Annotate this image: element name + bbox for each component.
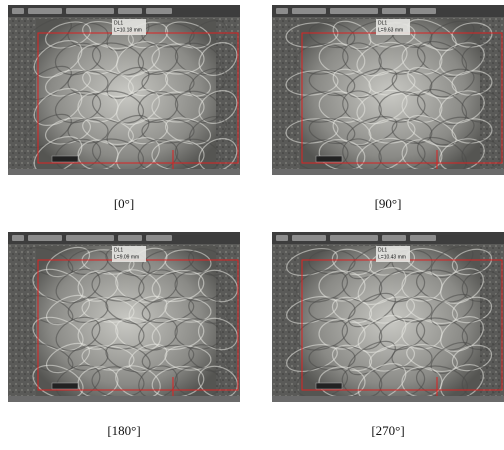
toolbar-button bbox=[66, 235, 114, 241]
micrograph: DL1L=10.43 mm bbox=[272, 232, 504, 408]
toolbar-button bbox=[292, 8, 326, 14]
toolbar-button bbox=[330, 235, 378, 241]
toolbar-button bbox=[12, 8, 24, 14]
caption: [270°] bbox=[371, 423, 404, 438]
toolbar-button bbox=[28, 235, 62, 241]
toolbar-button bbox=[276, 235, 288, 241]
status-bar bbox=[272, 169, 504, 175]
status-bar bbox=[272, 396, 504, 402]
measure-length: L=9.09 mm bbox=[114, 254, 139, 260]
status-bar bbox=[8, 396, 240, 402]
caption: [180°] bbox=[107, 423, 140, 438]
measure-name: DL1 bbox=[114, 20, 123, 26]
toolbar-button bbox=[28, 8, 62, 14]
toolbar-button bbox=[66, 8, 114, 14]
toolbar-button bbox=[330, 8, 378, 14]
toolbar-button bbox=[146, 8, 172, 14]
caption: [90°] bbox=[375, 196, 402, 211]
scale-bar bbox=[52, 156, 78, 162]
scale-bar bbox=[52, 383, 78, 389]
measure-name: DL1 bbox=[114, 247, 123, 253]
measure-length: L=10.43 mm bbox=[378, 254, 406, 260]
measure-name: DL1 bbox=[378, 247, 387, 253]
toolbar-button bbox=[12, 235, 24, 241]
measure-name: DL1 bbox=[378, 20, 387, 26]
status-bar bbox=[8, 169, 240, 175]
toolbar-button bbox=[118, 235, 142, 241]
toolbar-button bbox=[118, 8, 142, 14]
toolbar-button bbox=[382, 235, 406, 241]
toolbar-button bbox=[292, 235, 326, 241]
measure-length: L=10.18 mm bbox=[114, 27, 142, 33]
scale-bar bbox=[316, 383, 342, 389]
caption: [0°] bbox=[114, 196, 134, 211]
toolbar-button bbox=[382, 8, 406, 14]
toolbar-button bbox=[146, 235, 172, 241]
figure: DL1L=10.18 mm[0°]DL1L=9.63 mm[90°]DL1L=9… bbox=[0, 0, 504, 445]
toolbar-button bbox=[410, 235, 436, 241]
toolbar-button bbox=[410, 8, 436, 14]
scale-bar bbox=[316, 156, 342, 162]
toolbar-button bbox=[276, 8, 288, 14]
measure-length: L=9.63 mm bbox=[378, 27, 403, 33]
